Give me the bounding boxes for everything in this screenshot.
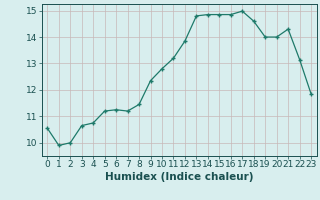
X-axis label: Humidex (Indice chaleur): Humidex (Indice chaleur) <box>105 172 253 182</box>
